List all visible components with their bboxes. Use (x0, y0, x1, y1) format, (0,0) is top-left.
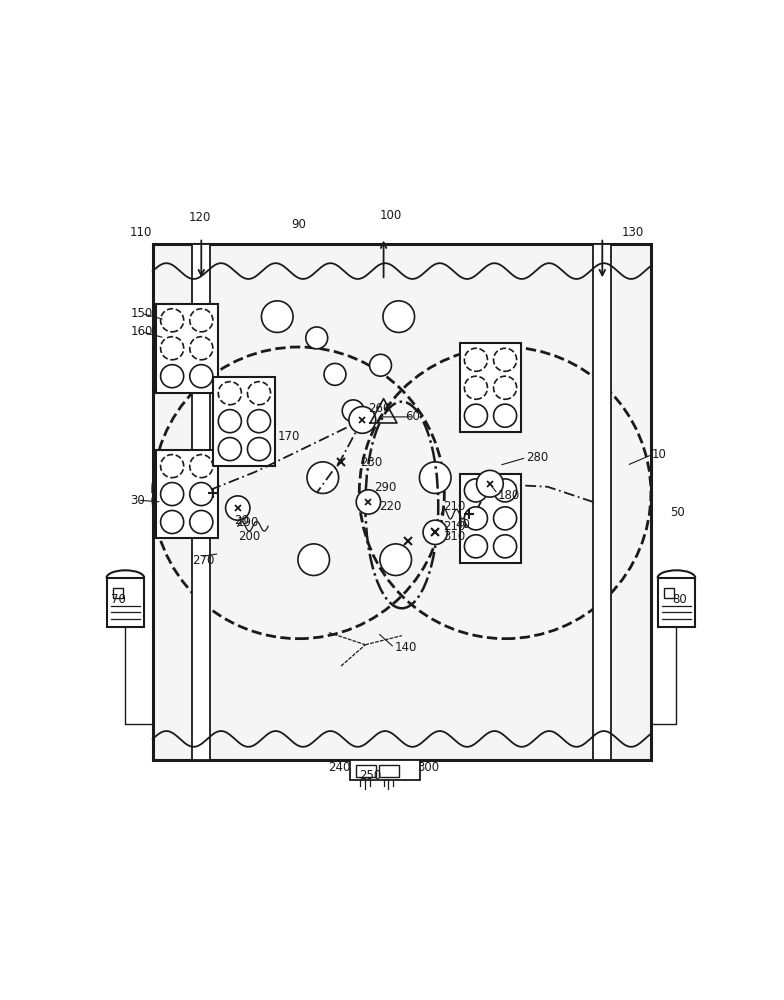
Circle shape (349, 407, 376, 433)
Bar (107, 578, 144, 627)
Text: 220: 220 (379, 500, 401, 513)
Bar (113, 588, 123, 598)
Circle shape (218, 382, 241, 405)
Bar (213, 377, 275, 466)
Circle shape (419, 462, 451, 493)
Circle shape (248, 382, 270, 405)
Bar (459, 474, 521, 563)
Text: 100: 100 (379, 209, 401, 222)
Circle shape (190, 365, 212, 388)
Circle shape (464, 376, 488, 399)
Circle shape (369, 354, 391, 376)
Circle shape (494, 479, 517, 502)
Text: 50: 50 (670, 506, 685, 519)
Circle shape (248, 410, 270, 433)
Bar (350, 760, 420, 780)
Text: 270: 270 (192, 554, 215, 567)
Circle shape (248, 438, 270, 461)
Bar (658, 578, 695, 627)
Text: 280: 280 (526, 451, 549, 464)
Text: 300: 300 (417, 761, 439, 774)
Circle shape (161, 510, 183, 534)
Bar (593, 244, 612, 760)
Text: 290: 290 (375, 481, 397, 494)
Bar (153, 244, 651, 760)
Text: 210: 210 (443, 500, 466, 513)
Circle shape (190, 483, 212, 506)
Circle shape (161, 337, 183, 360)
Bar (356, 765, 376, 777)
Circle shape (240, 401, 272, 433)
Circle shape (190, 337, 212, 360)
Bar (156, 304, 218, 393)
Text: 170: 170 (278, 430, 299, 443)
Circle shape (190, 510, 212, 534)
Text: 160: 160 (130, 325, 153, 338)
Circle shape (218, 410, 241, 433)
Circle shape (464, 404, 488, 427)
Text: 40: 40 (456, 518, 470, 531)
Text: 250: 250 (359, 769, 382, 782)
Text: 260: 260 (368, 402, 390, 415)
Circle shape (464, 479, 488, 502)
Circle shape (307, 462, 339, 493)
Circle shape (324, 363, 346, 385)
Text: 140: 140 (394, 641, 417, 654)
Text: 200: 200 (238, 530, 260, 543)
Circle shape (494, 535, 517, 558)
Text: 230: 230 (361, 456, 383, 469)
Circle shape (423, 520, 448, 544)
Text: 190: 190 (237, 516, 259, 529)
Text: 60: 60 (405, 410, 419, 423)
Circle shape (494, 348, 517, 371)
Circle shape (190, 309, 212, 332)
Text: 150: 150 (130, 307, 152, 320)
Circle shape (464, 507, 488, 530)
Circle shape (161, 365, 183, 388)
Text: 10: 10 (652, 448, 667, 461)
Circle shape (494, 376, 517, 399)
Text: 130: 130 (622, 226, 644, 239)
Text: 90: 90 (291, 218, 306, 231)
Circle shape (343, 400, 364, 422)
Circle shape (298, 544, 329, 575)
Circle shape (190, 455, 212, 478)
Circle shape (494, 404, 517, 427)
Circle shape (161, 309, 183, 332)
Text: 20: 20 (234, 514, 249, 527)
Bar (156, 450, 218, 538)
Circle shape (218, 438, 241, 461)
Bar (459, 343, 521, 432)
Text: 30: 30 (130, 494, 145, 507)
Circle shape (494, 507, 517, 530)
Circle shape (356, 490, 380, 514)
Circle shape (464, 535, 488, 558)
Text: 80: 80 (672, 593, 687, 606)
Text: 240: 240 (328, 761, 350, 774)
Circle shape (383, 301, 415, 332)
Text: 110: 110 (129, 226, 152, 239)
Circle shape (380, 544, 412, 575)
Circle shape (306, 327, 328, 349)
Text: 120: 120 (189, 211, 212, 224)
Circle shape (261, 301, 293, 332)
Circle shape (464, 348, 488, 371)
Text: 310: 310 (443, 530, 466, 543)
Text: 210: 210 (443, 520, 466, 533)
Text: 180: 180 (498, 489, 520, 502)
Bar (379, 765, 399, 777)
Circle shape (477, 470, 503, 497)
Circle shape (161, 455, 183, 478)
Text: 70: 70 (111, 593, 126, 606)
Circle shape (226, 496, 250, 520)
Bar (192, 244, 210, 760)
Bar (664, 588, 674, 598)
Circle shape (161, 483, 183, 506)
